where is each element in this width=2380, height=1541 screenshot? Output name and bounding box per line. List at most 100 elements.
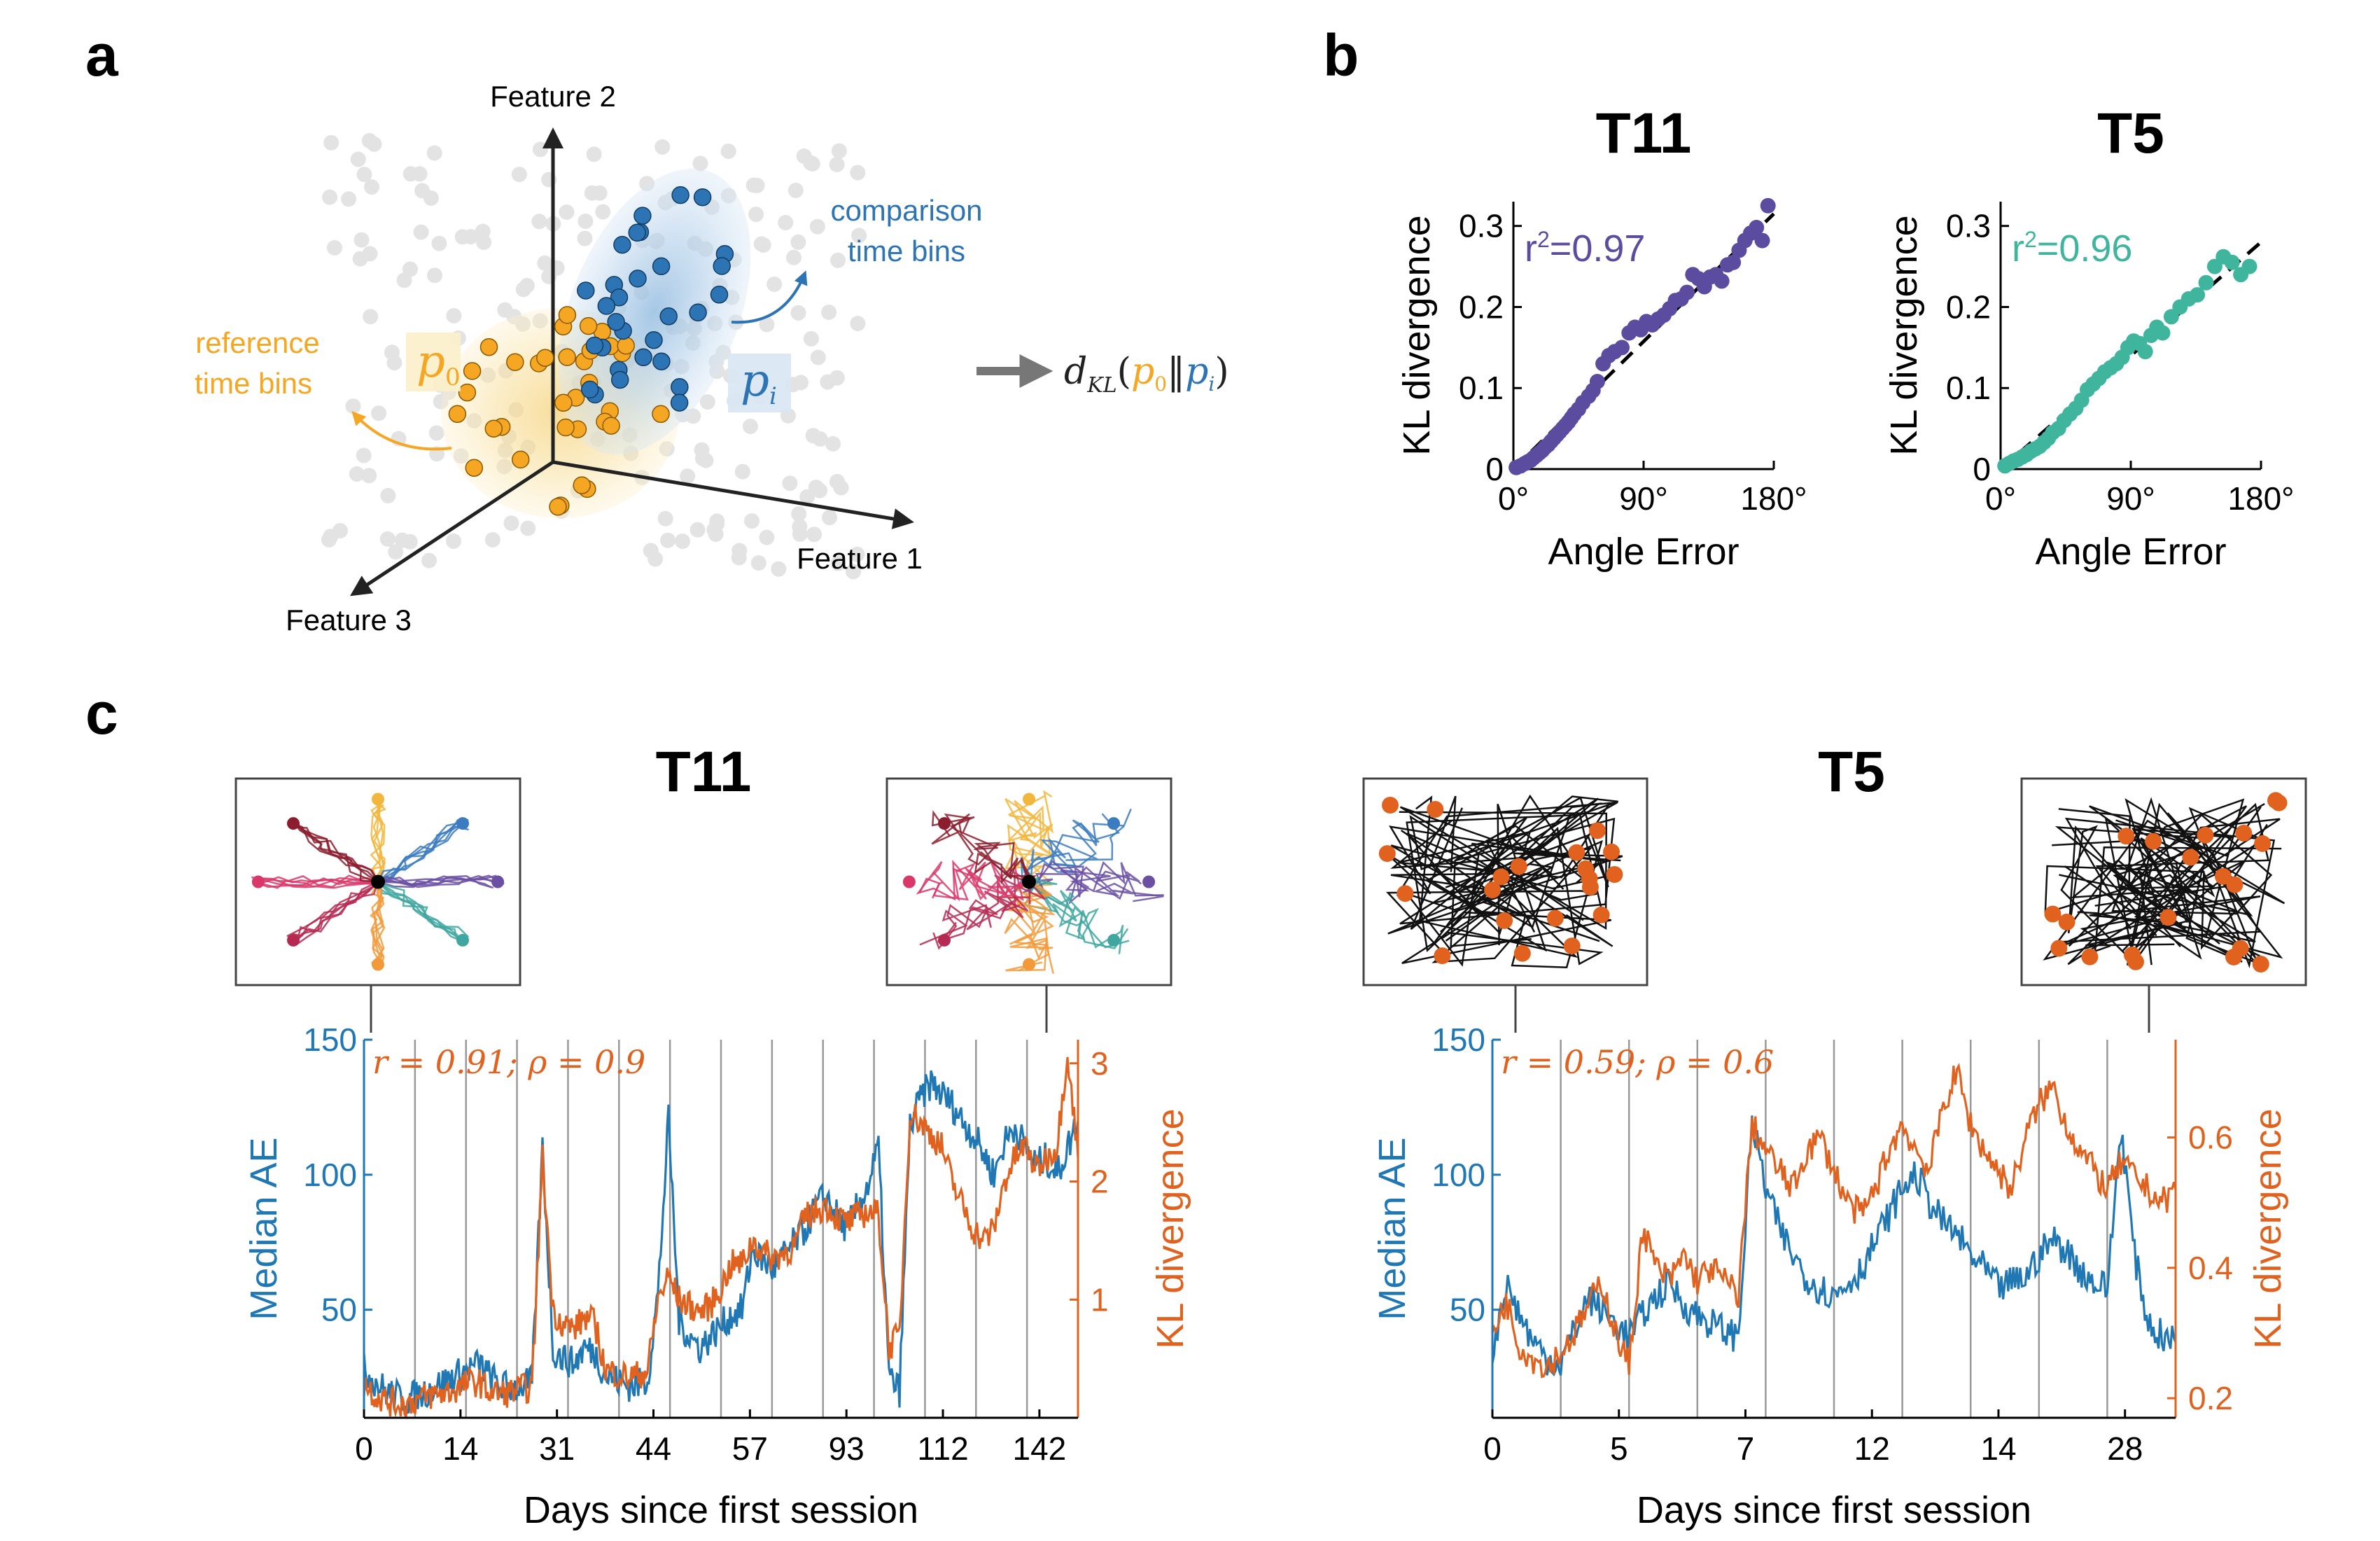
comparison-point: [634, 207, 652, 225]
y-tick-label: 0: [1973, 451, 1991, 487]
correlation-annotation: r = 0.59; ρ = 0.6: [1501, 1043, 1774, 1081]
r-squared-annotation: r2=0.97: [1525, 227, 1645, 270]
target-dot: [1603, 843, 1620, 860]
comparison-point: [713, 257, 731, 275]
cursor-trajectory: [377, 821, 465, 883]
background-point: [380, 487, 396, 503]
comparison-point: [645, 330, 663, 349]
reference-curved-arrow: [351, 411, 452, 451]
target-dot: [1510, 858, 1527, 875]
left-axis-label: Median AE: [243, 1137, 285, 1320]
background-point: [851, 228, 867, 244]
x-axis-label: Angle Error: [1548, 531, 1739, 573]
background-point: [511, 167, 527, 183]
right-axis-label: KL divergence: [1149, 1108, 1191, 1348]
comparison-point: [634, 348, 652, 367]
background-point: [805, 428, 821, 444]
background-point: [829, 370, 845, 386]
x-tick-label: 7: [1737, 1430, 1755, 1467]
x-tick-label: 44: [636, 1430, 671, 1467]
reference-label-line2: time bins: [195, 367, 312, 400]
reference-point: [579, 316, 598, 335]
target-dot: [287, 817, 300, 830]
reference-point: [602, 417, 620, 435]
cursor-trajectory: [371, 793, 384, 882]
comparison-point: [659, 307, 678, 326]
target-dot: [938, 817, 951, 830]
center-target: [371, 874, 385, 889]
background-point: [446, 308, 462, 323]
comparison-points: [577, 186, 734, 412]
target-dot: [1378, 845, 1396, 863]
target-dot: [1496, 912, 1513, 929]
cursor-trajectory: [1424, 796, 1609, 952]
x-tick-label: 180°: [2227, 480, 2294, 517]
background-point: [690, 522, 706, 538]
background-point: [750, 555, 766, 571]
background-point: [322, 189, 337, 205]
fit-line: [1999, 240, 2262, 470]
target-dot: [372, 958, 384, 971]
x-tick-label: 0°: [1498, 480, 1529, 517]
r-squared-symbol: r: [2012, 228, 2024, 270]
comparison-point: [580, 380, 599, 399]
background-point: [356, 447, 372, 463]
chart-title: T5: [1818, 740, 1885, 804]
background-point: [766, 277, 783, 292]
background-point: [361, 468, 377, 484]
r-squared-value: =0.96: [2037, 228, 2133, 270]
background-point: [831, 143, 847, 159]
x-tick-label: 0: [1483, 1430, 1502, 1467]
comparison-point: [689, 303, 707, 322]
target-dot: [2225, 948, 2242, 965]
comparison-point: [671, 378, 689, 396]
comparison-curved-arrow: [731, 270, 808, 324]
data-point: [1614, 340, 1630, 356]
left-tick-label: 50: [1450, 1292, 1485, 1328]
cursor-trajectory: [370, 881, 386, 965]
target-dot: [2160, 909, 2177, 926]
background-point: [428, 425, 444, 441]
background-point: [586, 146, 602, 162]
data-point: [1726, 254, 1742, 270]
cursor-trajectory: [295, 819, 379, 883]
comparison-label-line2: time bins: [848, 235, 965, 267]
data-point: [1679, 284, 1695, 300]
right-tick-label: 0.6: [2188, 1120, 2233, 1156]
background-point: [350, 151, 366, 167]
x-tick-label: 93: [829, 1430, 864, 1467]
panel-b-t11-scatter: T11 0° 90° 180° 0 0.1 0.2 0.3 Angle Error KL dive…: [1396, 102, 1807, 573]
comparison-point: [710, 286, 729, 304]
background-point: [806, 527, 822, 543]
background-point: [388, 544, 404, 560]
background-point: [790, 305, 806, 321]
target-dot: [1592, 906, 1610, 923]
center-target: [1022, 874, 1036, 889]
pi-label-box: [728, 354, 791, 412]
background-point: [829, 473, 845, 489]
background-point: [327, 239, 342, 256]
background-point: [830, 555, 846, 571]
x-tick-label: 142: [1012, 1430, 1066, 1467]
target-dot: [2145, 832, 2162, 850]
comparison-point: [613, 235, 631, 254]
background-point: [446, 533, 461, 549]
target-dot: [1023, 793, 1035, 806]
target-dot: [2226, 876, 2244, 893]
cursor-trajectory: [2060, 825, 2181, 961]
left-tick-label: 150: [1432, 1021, 1485, 1058]
background-point: [744, 513, 760, 529]
left-tick-label: 50: [321, 1292, 357, 1328]
background-point: [532, 141, 548, 158]
reference-point: [558, 348, 576, 366]
x-tick-label: 14: [442, 1430, 478, 1467]
background-point: [431, 235, 447, 251]
background-point: [515, 281, 531, 298]
reference-point: [465, 459, 484, 477]
data-point: [1760, 197, 1776, 214]
background-point: [791, 506, 807, 522]
cursor-trajectory: [916, 859, 1030, 902]
x-tick-label: 112: [917, 1430, 968, 1467]
feature-3-axis: [349, 460, 554, 597]
